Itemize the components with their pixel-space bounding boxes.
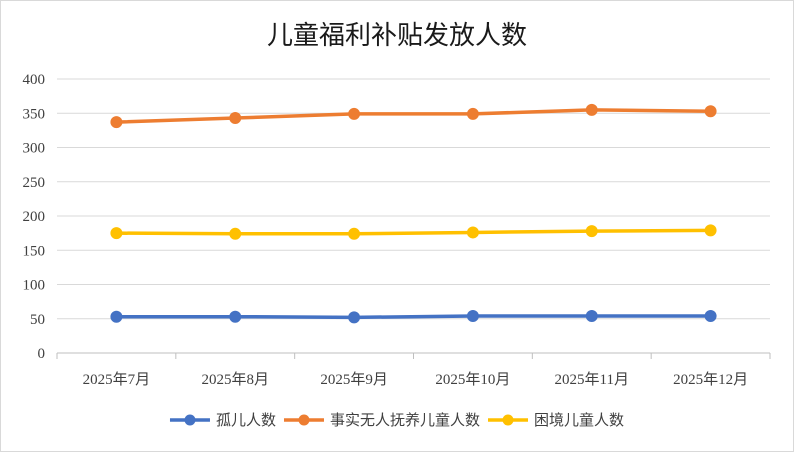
y-tick-label: 200 [23,209,46,225]
data-point [585,310,598,323]
y-tick-label: 100 [23,278,46,294]
data-point [585,103,598,116]
x-tick-label: 2025年11月 [555,371,629,388]
data-point [704,310,717,323]
data-point [229,112,242,125]
data-point [348,311,361,324]
data-point [466,107,479,120]
data-point [229,227,242,240]
legend-item: 事实无人抚养儿童人数 [283,411,480,429]
data-point [348,107,361,120]
legend-label: 困境儿童人数 [534,411,624,429]
chart-title: 儿童福利补贴发放人数 [267,21,527,51]
x-tick-label: 2025年7月 [83,371,151,388]
data-point [704,105,717,118]
legend-label: 事实无人抚养儿童人数 [330,411,480,429]
series-line-0 [114,314,713,320]
y-axis-ticks: 0 50 100 150 200 250 300 350 400 [23,72,46,362]
y-tick-label: 350 [23,106,46,122]
x-tick-label: 2025年12月 [673,371,748,388]
x-tick-label: 2025年9月 [320,371,388,388]
y-tick-label: 300 [23,141,46,157]
legend-marker-icon [298,414,310,426]
series-group [110,103,717,324]
legend-label: 孤儿人数 [216,411,276,429]
data-point [229,310,242,323]
series-line-2 [114,228,713,236]
data-point [110,310,123,323]
data-point [585,225,598,238]
legend-marker-icon [184,414,196,426]
data-point [110,116,123,129]
x-tick-label: 2025年8月 [201,371,269,388]
data-point [704,224,717,237]
series-line-1 [114,108,713,124]
x-tick-label: 2025年10月 [435,371,510,388]
legend: 孤儿人数 事实无人抚养儿童人数 困境儿童人数 [169,411,624,429]
data-point [348,227,361,240]
y-tick-label: 0 [38,346,46,362]
x-axis-ticks: 2025年7月 2025年8月 2025年9月 2025年10月 2025年11月 202… [83,371,748,388]
data-point [466,310,479,323]
gridlines [57,78,770,320]
y-tick-label: 400 [23,72,46,88]
y-tick-label: 150 [23,243,46,259]
y-tick-label: 250 [23,175,46,191]
legend-item: 困境儿童人数 [488,411,624,429]
data-point [110,227,123,240]
data-point [466,226,479,239]
legend-marker-icon [502,414,514,426]
legend-item: 孤儿人数 [169,411,276,429]
y-tick-label: 50 [30,312,45,328]
x-axis [56,352,771,359]
